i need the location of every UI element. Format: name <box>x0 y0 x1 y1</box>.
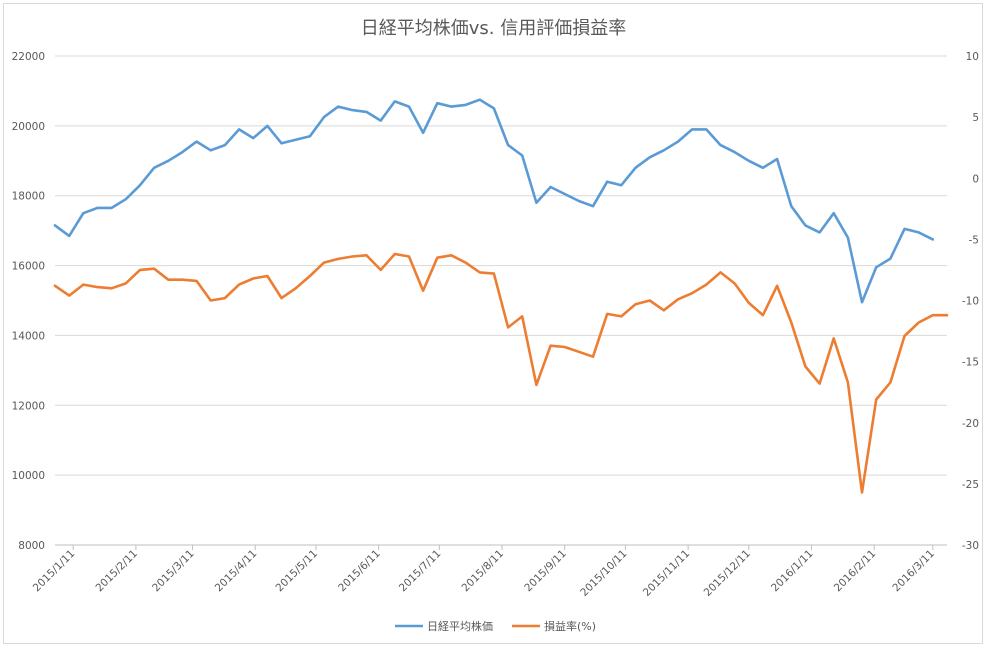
x-tick-label: 2016/3/11 <box>890 548 937 595</box>
x-tick-label: 2015/9/11 <box>522 548 569 595</box>
right-y-tick-label: 5 <box>972 112 979 124</box>
right-y-tick-label: -15 <box>962 357 979 369</box>
x-tick-label: 2015/12/11 <box>702 548 753 599</box>
x-tick-label: 2015/11/11 <box>641 548 692 599</box>
x-tick-label: 2016/1/11 <box>769 548 816 595</box>
legend-label: 損益率(%) <box>544 619 596 633</box>
right-y-tick-label: -10 <box>962 296 979 308</box>
x-tick-label: 2015/5/11 <box>273 548 320 595</box>
right-y-tick-label: 10 <box>966 51 979 63</box>
x-axis-tick-labels: 2015/1/11 2015/2/11 2015/3/11 2015/4/11 2015… <box>31 545 937 599</box>
x-tick-label: 2015/2/11 <box>93 548 140 595</box>
left-y-tick-label: 16000 <box>12 261 45 273</box>
series-line-1 <box>53 98 935 304</box>
series-lines <box>53 98 949 494</box>
right-axis-tick-labels: -30 -25 -20 -15 -10 -5 0 5 10 <box>962 51 979 552</box>
right-y-tick-label: 0 <box>972 173 979 185</box>
right-y-tick-label: -30 <box>962 540 979 552</box>
chart-frame <box>3 3 983 644</box>
left-axis-tick-labels: 8000 10000 12000 14000 16000 18000 20000 22000 <box>12 51 45 552</box>
x-tick-label: 2016/2/11 <box>832 548 879 595</box>
left-y-tick-label: 20000 <box>12 121 45 133</box>
left-y-tick-label: 10000 <box>12 470 45 482</box>
left-y-tick-label: 18000 <box>12 191 45 203</box>
left-y-tick-label: 8000 <box>18 540 45 552</box>
x-tick-label: 2015/3/11 <box>150 548 197 595</box>
legend: 日経平均株価 損益率(%) <box>395 619 596 633</box>
x-tick-label: 2015/4/11 <box>213 548 260 595</box>
x-tick-label: 2015/8/11 <box>460 548 507 595</box>
legend-label: 日経平均株価 <box>427 619 493 633</box>
x-tick-label: 2015/6/11 <box>336 548 383 595</box>
series-line-2 <box>53 252 949 494</box>
left-y-tick-label: 12000 <box>12 400 45 412</box>
x-tick-label: 2015/1/11 <box>31 548 78 595</box>
left-y-tick-label: 14000 <box>12 330 45 342</box>
x-tick-label: 2015/7/11 <box>397 548 444 595</box>
right-y-tick-label: -20 <box>962 418 979 430</box>
chart-title: 日経平均株価vs. 信用評価損益率 <box>360 18 627 39</box>
right-y-tick-label: -25 <box>962 479 979 491</box>
right-y-tick-label: -5 <box>969 234 979 246</box>
left-y-tick-label: 22000 <box>12 51 45 63</box>
x-tick-label: 2015/10/11 <box>578 548 629 599</box>
